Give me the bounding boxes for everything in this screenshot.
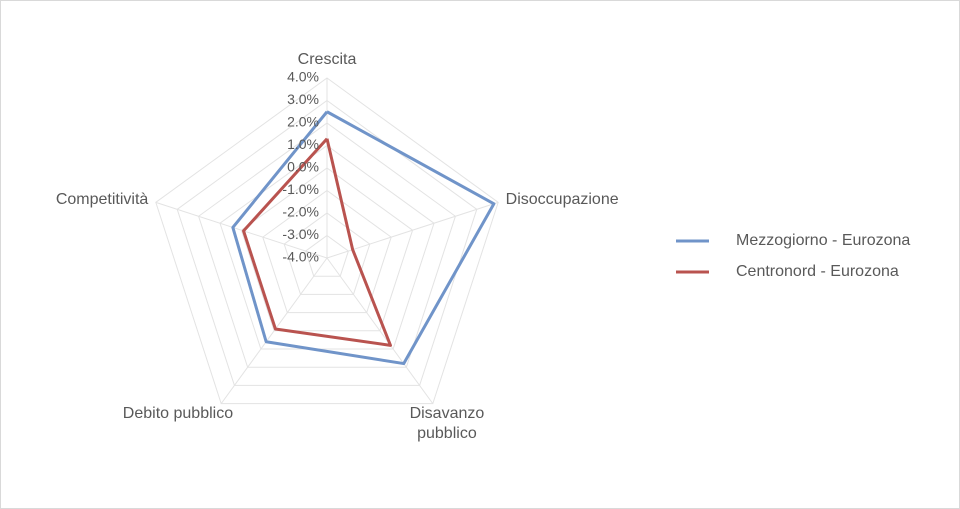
series-line: [242, 137, 392, 347]
series-line: [231, 110, 496, 366]
category-label: Competitività: [55, 190, 149, 208]
spoke: [220, 257, 328, 404]
spoke: [326, 201, 499, 259]
category-label: Disoccupazione: [505, 190, 619, 208]
grid-ring: [240, 167, 414, 332]
category-label: Debito pubblico: [122, 404, 234, 422]
tick-label: 2.0%: [287, 114, 319, 130]
grid-ring: [305, 234, 349, 277]
category-label: Disavanzo pubblico: [409, 404, 485, 442]
grid-ring: [198, 122, 456, 368]
tick-label: 3.0%: [287, 91, 319, 107]
category-label: Crescita: [297, 51, 357, 69]
legend-label: Mezzogiorno - Eurozona: [736, 232, 910, 249]
grid-ring: [262, 189, 392, 314]
tick-label: 0.0%: [287, 159, 319, 175]
legend-label: Centronord - Eurozona: [736, 263, 899, 280]
tick-label: -4.0%: [282, 249, 319, 265]
grid-ring: [283, 212, 371, 295]
tick-label: -3.0%: [282, 226, 319, 242]
grid-ring: [219, 144, 435, 350]
tick-label: -1.0%: [282, 181, 319, 197]
grid-ring: [176, 99, 478, 386]
grid-ring: [155, 77, 499, 405]
tick-label: 4.0%: [287, 69, 319, 85]
spoke: [326, 257, 434, 404]
tick-label: 1.0%: [287, 136, 319, 152]
spoke: [155, 201, 328, 259]
tick-label: -2.0%: [282, 204, 319, 220]
